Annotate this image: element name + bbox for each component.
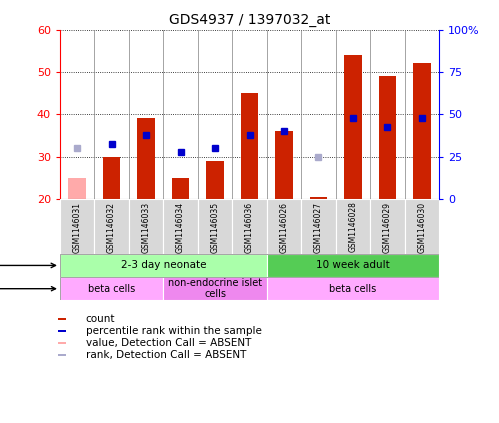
Text: GSM1146028: GSM1146028 bbox=[348, 202, 357, 253]
Text: GSM1146027: GSM1146027 bbox=[314, 202, 323, 253]
Bar bbox=[58, 354, 66, 356]
Bar bbox=[267, 199, 301, 254]
Text: count: count bbox=[86, 314, 115, 324]
Text: percentile rank within the sample: percentile rank within the sample bbox=[86, 326, 261, 336]
Bar bbox=[379, 76, 396, 199]
Bar bbox=[241, 93, 258, 199]
Bar bbox=[172, 178, 189, 199]
Text: GSM1146036: GSM1146036 bbox=[245, 202, 254, 253]
Bar bbox=[58, 342, 66, 344]
Bar bbox=[58, 330, 66, 332]
Bar bbox=[68, 178, 86, 199]
Bar bbox=[60, 254, 267, 277]
Text: GSM1146029: GSM1146029 bbox=[383, 202, 392, 253]
Text: rank, Detection Call = ABSENT: rank, Detection Call = ABSENT bbox=[86, 350, 246, 360]
Text: beta cells: beta cells bbox=[329, 284, 377, 294]
Bar bbox=[344, 55, 362, 199]
Text: beta cells: beta cells bbox=[88, 284, 135, 294]
Text: 2-3 day neonate: 2-3 day neonate bbox=[121, 261, 206, 270]
Bar bbox=[301, 199, 336, 254]
Bar bbox=[129, 199, 163, 254]
Bar bbox=[267, 254, 439, 277]
Bar bbox=[370, 199, 405, 254]
Bar bbox=[137, 118, 155, 199]
Bar bbox=[163, 277, 267, 300]
Text: GSM1146030: GSM1146030 bbox=[417, 202, 426, 253]
Text: GSM1146034: GSM1146034 bbox=[176, 202, 185, 253]
Bar bbox=[103, 157, 120, 199]
Text: non-endocrine islet
cells: non-endocrine islet cells bbox=[168, 278, 262, 299]
Text: GSM1146035: GSM1146035 bbox=[211, 202, 220, 253]
Bar bbox=[232, 199, 267, 254]
Bar bbox=[60, 199, 94, 254]
Bar bbox=[94, 199, 129, 254]
Bar bbox=[198, 199, 232, 254]
Text: value, Detection Call = ABSENT: value, Detection Call = ABSENT bbox=[86, 338, 251, 348]
Text: cell type: cell type bbox=[0, 284, 55, 294]
Bar bbox=[413, 63, 431, 199]
Text: GSM1146032: GSM1146032 bbox=[107, 202, 116, 253]
Text: GDS4937 / 1397032_at: GDS4937 / 1397032_at bbox=[169, 13, 330, 27]
Bar bbox=[405, 199, 439, 254]
Bar bbox=[336, 199, 370, 254]
Text: GSM1146033: GSM1146033 bbox=[142, 202, 151, 253]
Bar bbox=[207, 161, 224, 199]
Bar bbox=[310, 197, 327, 199]
Bar bbox=[163, 199, 198, 254]
Bar bbox=[60, 277, 163, 300]
Bar bbox=[58, 318, 66, 320]
Bar bbox=[275, 131, 292, 199]
Text: 10 week adult: 10 week adult bbox=[316, 261, 390, 270]
Text: age: age bbox=[0, 261, 55, 270]
Text: GSM1146026: GSM1146026 bbox=[279, 202, 288, 253]
Bar bbox=[267, 277, 439, 300]
Text: GSM1146031: GSM1146031 bbox=[73, 202, 82, 253]
